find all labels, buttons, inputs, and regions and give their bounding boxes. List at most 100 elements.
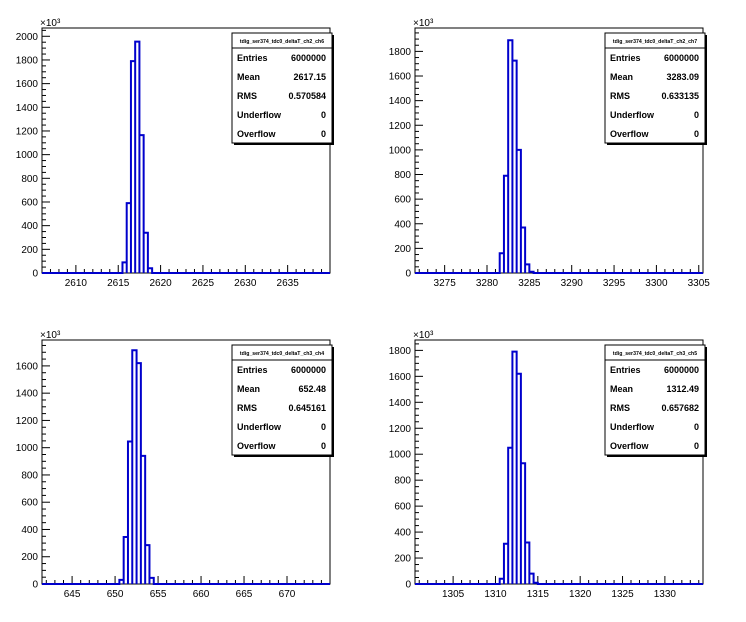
stats-row-label: Underflow: [237, 110, 282, 120]
x-tick-label: 670: [279, 589, 296, 600]
y-exponent-label: ×10³: [413, 330, 434, 341]
y-exponent-label: ×10³: [413, 18, 434, 29]
histogram-outline: [415, 39, 703, 274]
y-tick-label: 1200: [389, 424, 412, 435]
stats-row-label: Overflow: [237, 441, 277, 451]
stats-row-value: 0: [694, 129, 699, 139]
y-tick-label: 800: [394, 476, 411, 487]
x-tick-label: 2635: [277, 278, 300, 289]
stats-row-value: 0: [694, 422, 699, 432]
y-tick-label: 1000: [16, 443, 39, 454]
histogram-bin: [145, 545, 149, 584]
x-tick-label: 3285: [518, 278, 541, 289]
y-tick-label: 800: [21, 470, 38, 481]
stats-row-label: RMS: [610, 91, 630, 101]
x-tick-label: 660: [193, 589, 210, 600]
stats-row-label: RMS: [237, 403, 257, 413]
y-tick-label: 400: [21, 221, 38, 232]
histogram-outline: [42, 40, 330, 274]
y-tick-label: 400: [394, 219, 411, 230]
stats-row-value: 6000000: [291, 53, 326, 63]
histogram-bin: [137, 363, 141, 584]
stats-box: tdig_ser374_tdc0_deltaT_ch3_ch5 Entries 60…: [604, 344, 707, 457]
y-tick-label: 1400: [16, 389, 39, 400]
histogram-bin: [122, 262, 126, 273]
stats-row-label: RMS: [610, 403, 630, 413]
y-tick-label: 200: [394, 244, 411, 255]
y-tick-label: 400: [21, 525, 38, 536]
stats-row-label: Mean: [610, 384, 633, 394]
histogram-bin: [534, 583, 538, 584]
histogram-bin: [525, 542, 529, 584]
histogram-bin: [525, 264, 529, 273]
stats-row-label: Entries: [610, 365, 641, 375]
x-tick-label: 665: [236, 589, 253, 600]
stats-row-value: 0: [694, 441, 699, 451]
stats-row-label: Entries: [610, 53, 641, 63]
histogram-outline: [415, 350, 703, 585]
stats-row-value: 0.657682: [661, 403, 699, 413]
histogram-bin: [504, 176, 508, 273]
histogram-bin: [521, 227, 525, 273]
y-tick-label: 1600: [16, 79, 39, 90]
x-tick-label: 1305: [442, 589, 465, 600]
histogram-bin: [148, 268, 152, 273]
y-tick-label: 1800: [16, 55, 39, 66]
histogram-bin: [119, 580, 123, 584]
y-tick-label: 800: [21, 174, 38, 185]
histogram-bin: [124, 537, 128, 584]
histogram-bin: [135, 42, 139, 273]
y-tick-label: 1600: [16, 361, 39, 372]
y-exponent-label: ×10³: [40, 18, 61, 29]
stats-row-value: 2617.15: [293, 72, 326, 82]
stats-row-value: 0: [321, 110, 326, 120]
x-tick-label: 1315: [527, 589, 550, 600]
stats-row-label: Underflow: [610, 422, 655, 432]
stats-box-frame: [604, 32, 706, 144]
x-tick-label: 2615: [107, 278, 130, 289]
x-tick-label: 2625: [192, 278, 215, 289]
stats-box-frame: [604, 344, 706, 456]
y-tick-label: 1200: [16, 126, 39, 137]
stats-row-label: Overflow: [237, 129, 277, 139]
y-tick-label: 600: [394, 502, 411, 513]
x-tick-label: 3305: [688, 278, 711, 289]
stats-row-label: Underflow: [610, 110, 655, 120]
y-tick-label: 200: [21, 245, 38, 256]
stats-box-frame: [231, 32, 333, 144]
y-tick-label: 1400: [389, 96, 412, 107]
histogram-panel-4: 0 200 400 600 800 1000 1200 1400 1600 1800 1305 131…: [389, 330, 707, 600]
y-tick-label: 1000: [389, 145, 412, 156]
stats-row-value: 1312.49: [666, 384, 699, 394]
y-tick-label: 0: [32, 580, 38, 591]
x-tick-label: 3275: [434, 278, 457, 289]
y-tick-label: 400: [394, 528, 411, 539]
histogram-bin: [149, 578, 153, 584]
y-tick-label: 0: [405, 269, 411, 280]
y-exponent-label: ×10³: [40, 330, 61, 341]
histogram-panel-2: 0 200 400 600 800 1000 1200 1400 1600 1800 3275 328…: [389, 18, 711, 289]
stats-row-value: 0: [321, 129, 326, 139]
stats-row-value: 0.633135: [661, 91, 699, 101]
stats-row-label: Entries: [237, 365, 268, 375]
stats-box: tdig_ser374_tdc0_deltaT_ch3_ch4 Entries 60…: [231, 344, 334, 457]
y-tick-label: 600: [394, 195, 411, 206]
stats-row-value: 6000000: [664, 53, 699, 63]
y-tick-label: 2000: [16, 32, 39, 43]
y-tick-label: 600: [21, 498, 38, 509]
stats-box-title: tdig_ser374_tdc0_deltaT_ch2_ch6: [240, 39, 324, 45]
stats-row-label: Mean: [237, 72, 260, 82]
histogram-bin: [529, 574, 533, 584]
y-tick-label: 600: [21, 197, 38, 208]
histogram-panel-1: 0 200 400 600 800 1000 1200 1400 1600 1800 2000 261…: [16, 18, 334, 289]
stats-row-value: 0.645161: [288, 403, 326, 413]
stats-row-value: 6000000: [664, 365, 699, 375]
histogram-bin: [141, 456, 145, 584]
histogram-bin: [517, 374, 521, 584]
y-tick-label: 1800: [389, 346, 412, 357]
y-tick-label: 1200: [389, 121, 412, 132]
x-tick-label: 655: [150, 589, 167, 600]
histogram-bin: [517, 150, 521, 273]
stats-row-label: Entries: [237, 53, 268, 63]
stats-row-label: Mean: [610, 72, 633, 82]
